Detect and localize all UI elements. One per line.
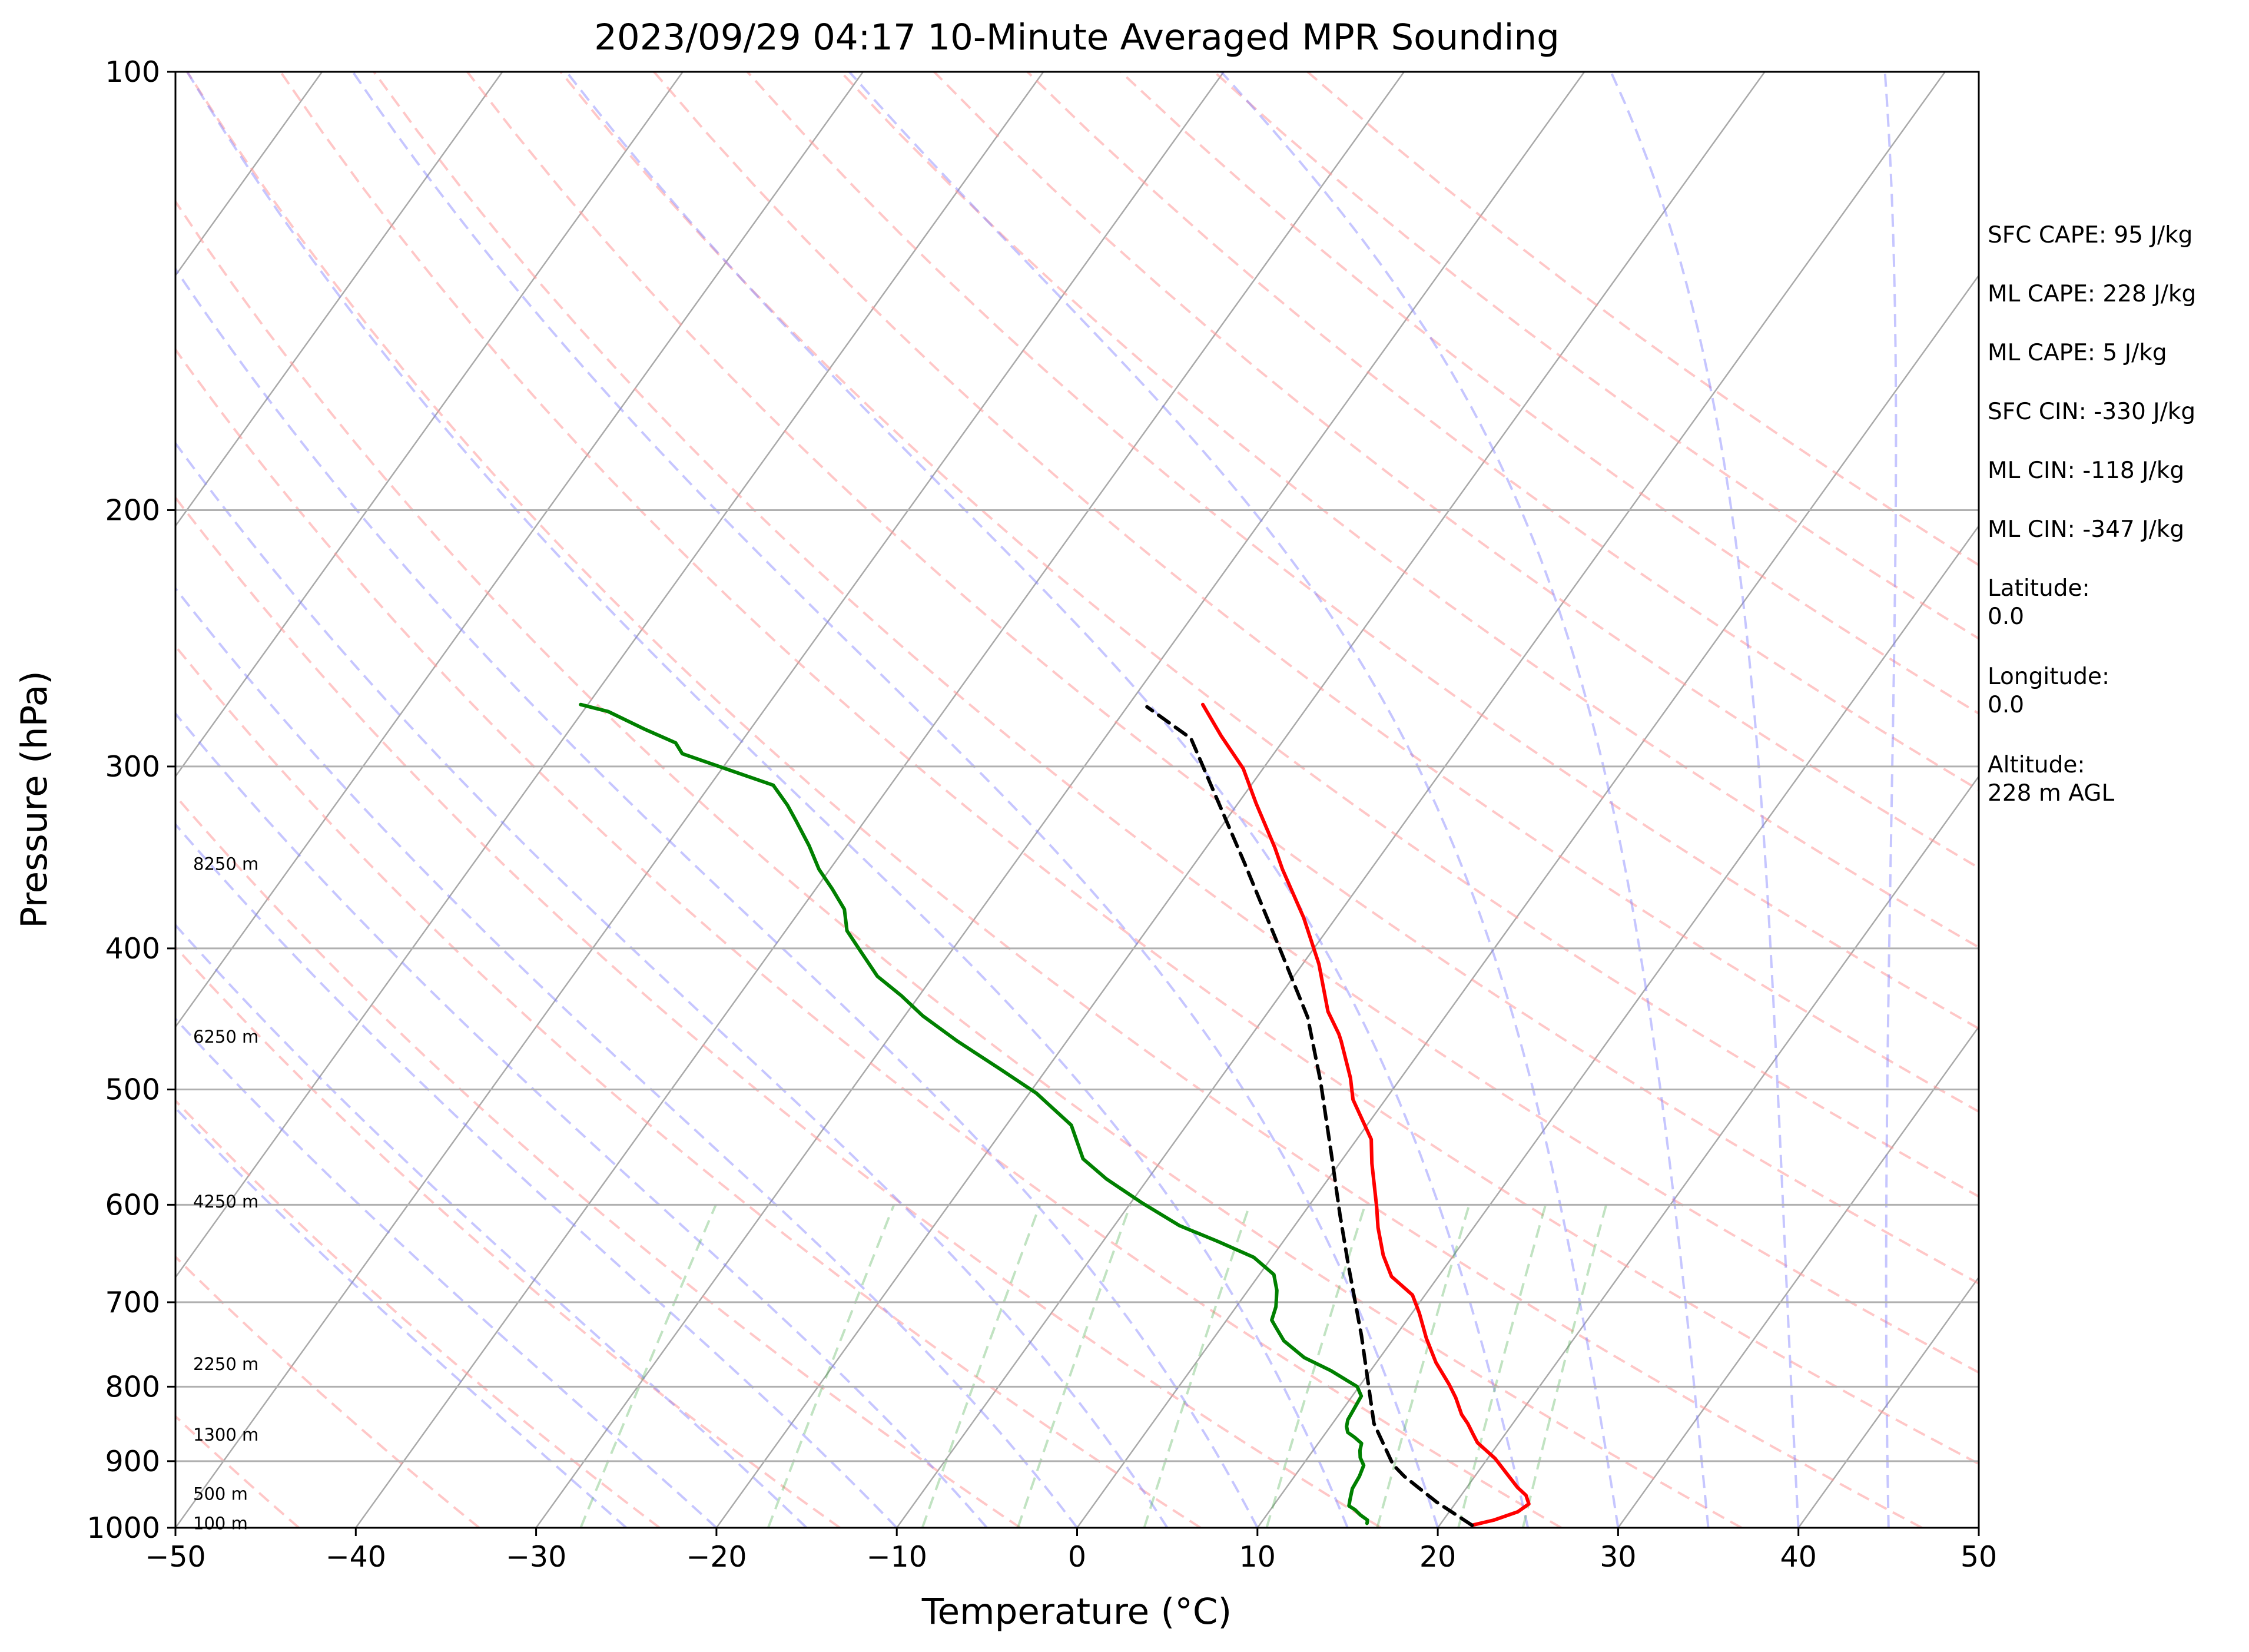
height-label: 500 m (193, 1484, 248, 1504)
moist-adiabat-line (1220, 72, 1710, 1528)
x-tick-label: 10 (1239, 1540, 1276, 1574)
isotherm-line (715, 72, 1766, 1528)
dry-adiabat-line (175, 945, 841, 1528)
x-tick-label: 0 (1068, 1540, 1086, 1574)
background-lines (175, 72, 1979, 1528)
y-tick-label: 600 (105, 1188, 160, 1222)
x-tick-label: 20 (1419, 1540, 1456, 1574)
moist-adiabat-line (175, 586, 1079, 1528)
dry-adiabat-line (175, 1099, 661, 1528)
x-tick-label: −30 (506, 1540, 566, 1574)
isotherm-line (1256, 525, 1979, 1528)
x-tick-label: 50 (1961, 1540, 1997, 1574)
moist-adiabat-line (565, 72, 1530, 1528)
x-tick-label: 30 (1600, 1540, 1636, 1574)
isotherm-line (535, 72, 1585, 1528)
chart-title: 2023/09/29 04:17 10-Minute Averaged MPR … (594, 16, 1560, 58)
dry-adiabat-line (175, 495, 1382, 1528)
dry-adiabat-line (279, 72, 1979, 1465)
moist-adiabat-line (1610, 72, 1800, 1528)
y-tick-label: 1000 (87, 1511, 160, 1545)
height-label: 1300 m (193, 1425, 258, 1445)
moist-adiabat-line (351, 72, 1439, 1528)
dry-adiabat-line (373, 72, 1979, 1374)
side-stats-panel: SFC CAPE: 95 J/kg ML CAPE: 228 J/kg ML CAP… (1988, 222, 2196, 807)
isotherm-line (175, 72, 1225, 1528)
y-tick-label: 700 (105, 1286, 160, 1319)
parcel-profile-line (1145, 705, 1474, 1527)
side-stat-label: SFC CIN: -330 J/kg (1988, 399, 2195, 425)
moist-adiabat-line (175, 923, 808, 1528)
y-tick-label: 100 (105, 55, 160, 89)
pressure-gridlines (175, 71, 1979, 1529)
x-tick-label: −20 (686, 1540, 747, 1574)
moist-adiabat-line (175, 267, 1259, 1528)
moist-adiabat-line (1883, 72, 1898, 1528)
dry-adiabat-line (175, 794, 1021, 1528)
dry-adiabat-line (933, 72, 1979, 870)
height-label: 6250 m (193, 1027, 258, 1047)
height-labels: 100 m 500 m 1300 m 2250 m 4250 m 6250 m 8250 m (193, 854, 258, 1533)
moist-adiabat-line (175, 1017, 718, 1528)
isotherm-line (175, 72, 864, 1029)
isotherm-line (355, 72, 1405, 1528)
side-stat-label: ML CAPE: 228 J/kg (1988, 281, 2196, 307)
side-stat-label: Altitude: (1988, 752, 2085, 778)
isotherm-line (1076, 274, 1979, 1528)
isotherm-line (175, 72, 684, 778)
side-stat-label: SFC CAPE: 95 J/kg (1988, 222, 2192, 248)
y-tick-label: 500 (105, 1073, 160, 1107)
isotherm-line (1797, 1276, 1979, 1528)
side-stat-label: ML CIN: -347 J/kg (1988, 516, 2184, 543)
side-stat-label: Latitude: (1988, 575, 2090, 602)
moist-adiabat-line (186, 72, 1349, 1528)
series-lines (579, 702, 1531, 1527)
dry-adiabat-line (175, 644, 1202, 1528)
dry-adiabat-line (466, 72, 1979, 1285)
x-axis-label: Temperature (°C) (921, 1591, 1232, 1633)
height-label: 2250 m (193, 1354, 258, 1374)
x-tick-label: −40 (326, 1540, 386, 1574)
x-axis-ticks: −50 −40 −30 −20 −10 0 10 20 30 40 50 (145, 1528, 1997, 1574)
height-label: 100 m (193, 1513, 248, 1533)
isotherm-line (1617, 1026, 1979, 1528)
side-stat-label: ML CAPE: 5 J/kg (1988, 340, 2167, 366)
x-tick-label: 40 (1780, 1540, 1817, 1574)
isotherm-line (1437, 775, 1979, 1528)
dry-adiabat-line (175, 347, 1562, 1528)
isotherm-line (896, 72, 1946, 1528)
height-label: 8250 m (193, 854, 258, 874)
side-stat-label: Longitude: (1988, 664, 2109, 690)
temperature-profile-line (1201, 702, 1531, 1527)
isotherm-line (175, 72, 1044, 1279)
y-tick-label: 200 (105, 493, 160, 527)
moist-adiabat-line (175, 822, 898, 1528)
y-axis-label: Pressure (hPa) (14, 671, 55, 928)
dry-adiabat-line (1120, 72, 1979, 715)
moist-adiabat-line (848, 72, 1620, 1528)
y-axis-ticks: 100 200 300 400 500 600 700 800 900 1000 (87, 55, 175, 1545)
height-label: 4250 m (193, 1192, 258, 1212)
dry-adiabat-line (653, 72, 1979, 1113)
dewpoint-profile-line (579, 702, 1369, 1525)
dry-adiabat-line (175, 199, 1743, 1528)
side-stat-value: 0.0 (1988, 692, 2024, 718)
dry-adiabat-line (840, 72, 1979, 949)
side-stat-value: 0.0 (1988, 603, 2024, 630)
y-tick-label: 900 (105, 1445, 160, 1478)
x-tick-label: −50 (145, 1540, 205, 1574)
moist-adiabat-line (175, 711, 988, 1528)
moist-adiabat-line (175, 441, 1169, 1528)
side-stat-value: 228 m AGL (1988, 780, 2114, 807)
y-tick-label: 300 (105, 750, 160, 784)
isotherm-line (175, 72, 503, 528)
side-stat-label: ML CIN: -118 J/kg (1988, 457, 2184, 484)
y-tick-label: 400 (105, 932, 160, 966)
y-tick-label: 800 (105, 1370, 160, 1404)
x-tick-label: −10 (866, 1540, 927, 1574)
